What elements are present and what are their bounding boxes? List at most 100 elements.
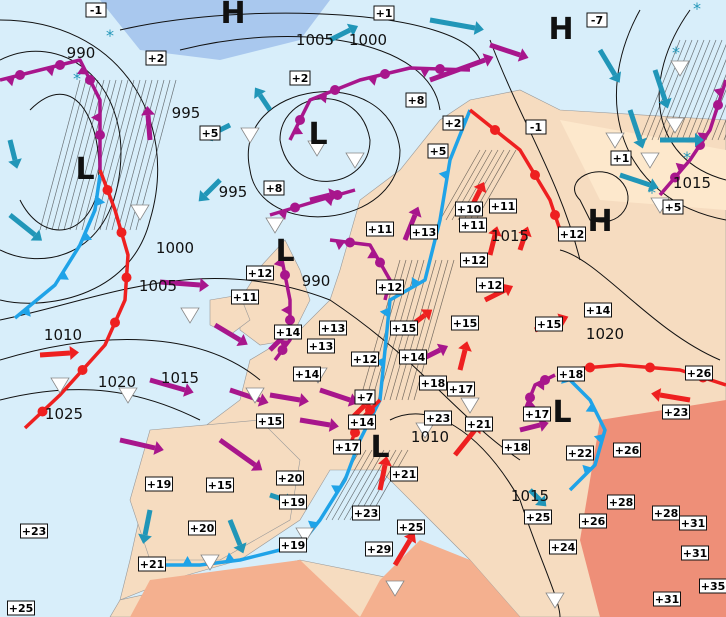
label-box: [293, 366, 321, 382]
temperature-value: +5: [430, 145, 447, 158]
shower-icon: [307, 140, 327, 157]
high-pressure-center: H: [548, 12, 573, 47]
occluded-front: [0, 58, 102, 170]
warm-front-symbol: [277, 345, 288, 355]
arrow-head: [458, 341, 472, 352]
warm-front-symbol: [350, 427, 360, 438]
isobar: [616, 9, 726, 221]
temperature-label: +12: [558, 226, 586, 242]
low-pressure-center: L: [308, 117, 327, 152]
temperature-label: +2: [289, 70, 311, 86]
isobar-label: 995: [219, 183, 248, 201]
wind-arrow: [597, 48, 618, 77]
arrow-head: [473, 21, 484, 35]
hatch-line: [51, 79, 93, 231]
label-box: [366, 221, 394, 237]
temperature-label: +11: [489, 198, 517, 214]
hatch-line: [717, 119, 726, 141]
hatch-line: [681, 39, 723, 141]
temperature-label: +22: [566, 445, 594, 461]
cold-front-symbol: [335, 240, 345, 251]
wind-arrow: [429, 17, 476, 31]
temperature-value: +18: [421, 377, 446, 390]
cold-front-symbol: [367, 249, 378, 259]
temperature-label: +23: [20, 523, 48, 539]
warm-front-symbol: [490, 125, 500, 135]
temperature-value: +2: [445, 117, 462, 130]
pressure-centers: H H L L L H L L: [75, 0, 612, 465]
temperature-value: +18: [504, 441, 529, 454]
wind-arrow: [457, 349, 468, 371]
temperature-label: +21: [465, 416, 493, 432]
hatch-line: [657, 39, 699, 141]
temperature-value: +28: [654, 507, 679, 520]
label-box: [7, 600, 35, 616]
temperature-label: +25: [524, 509, 552, 525]
hatch-line: [401, 259, 443, 401]
label-box: [390, 320, 418, 336]
label-box: [319, 320, 347, 336]
warm-area: [360, 540, 520, 617]
warm-front-symbol: [645, 362, 655, 373]
hatch-line: [711, 104, 726, 141]
wind-arrow: [319, 387, 351, 403]
wind-arrow: [489, 42, 521, 58]
arrow-head: [408, 206, 422, 218]
temperature-label: +19: [279, 494, 307, 510]
low-pressure-center: L: [370, 430, 389, 465]
label-box: [579, 513, 607, 529]
temperature-value: +26: [581, 515, 606, 528]
isobar: [279, 98, 371, 182]
arrow-head: [257, 393, 269, 407]
wind-arrow: [619, 172, 651, 188]
temperature-label: +26: [613, 442, 641, 458]
label-box: [231, 289, 259, 305]
label-box: [679, 515, 707, 531]
label-box: [610, 150, 632, 166]
low-pressure-center: L: [275, 234, 294, 269]
cold-front-symbol: [420, 68, 430, 78]
snow-icon: *: [648, 183, 656, 202]
isobar: [0, 19, 159, 304]
arrow-head: [153, 441, 164, 455]
temperature-value: +17: [449, 383, 474, 396]
temperature-value: +14: [350, 416, 375, 429]
cold-front-symbol: [292, 125, 304, 135]
arrow-head: [298, 393, 309, 407]
label-box: [427, 143, 449, 159]
temperature-label: +18: [557, 366, 585, 382]
label-box: [279, 537, 307, 553]
isobar-label: 1015: [511, 487, 549, 505]
temperature-label: +14: [293, 366, 321, 382]
label-box: [373, 5, 395, 21]
temperature-label: +11: [459, 217, 487, 233]
isobar-label: 1005: [296, 31, 334, 49]
arrow-head: [183, 383, 194, 397]
label-box: [145, 50, 167, 66]
label-box: [652, 505, 680, 521]
temperature-label: +21: [138, 556, 166, 572]
temperature-value: +12: [462, 254, 487, 267]
cold-front-symbol: [317, 93, 328, 104]
arrow-head: [328, 418, 339, 432]
arrow-head: [346, 23, 359, 37]
label-box: [535, 316, 563, 332]
temperature-labels: -1 +1 -7 +2 +2 +8 +5 +2 -1 +5 +1 +8 +5 +10 +11 +11 +13 +1…: [7, 2, 726, 616]
temperature-value: +12: [560, 228, 585, 241]
arrow-head: [138, 533, 152, 544]
snow-icon: *: [683, 148, 691, 167]
temperature-label: +2: [442, 115, 464, 131]
temperature-value: +11: [491, 200, 516, 213]
warm-front-symbol: [380, 69, 390, 79]
temperature-label: +13: [410, 224, 438, 240]
warm-front: [23, 169, 130, 430]
isobar: [119, 12, 481, 61]
label-box: [399, 349, 427, 365]
cold-front-symbol: [76, 65, 88, 75]
label-box: [681, 545, 709, 561]
temperature-label: +23: [424, 410, 452, 426]
hatch-line: [75, 79, 117, 231]
temperature-label: +1: [373, 5, 395, 21]
shower-icon: [245, 387, 265, 404]
